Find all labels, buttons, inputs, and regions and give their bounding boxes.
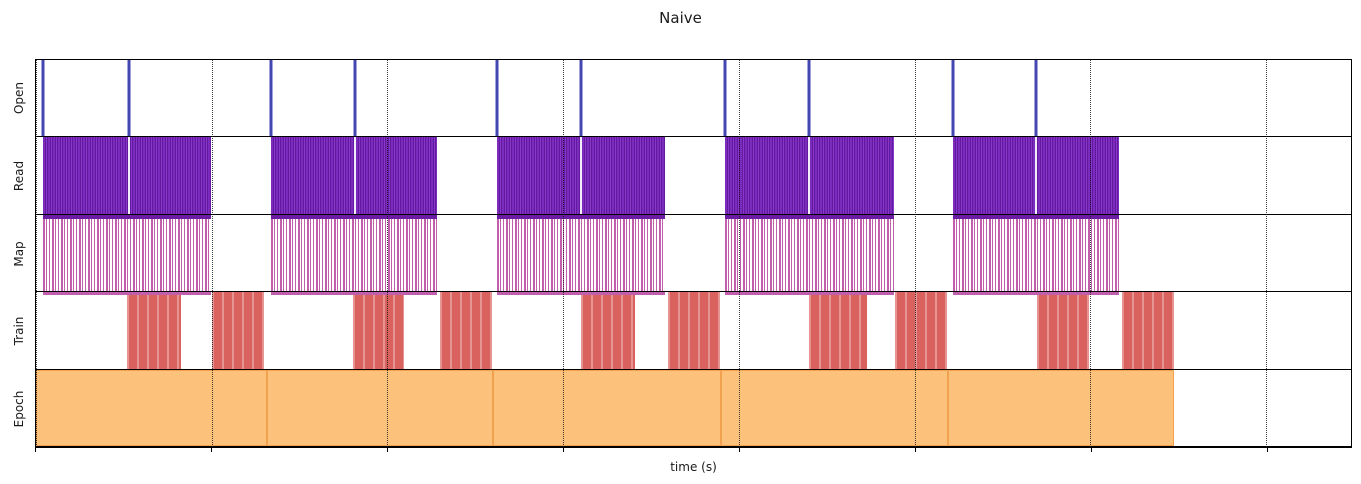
gridline <box>563 60 565 447</box>
open-event-bar <box>950 60 955 137</box>
train-block <box>126 292 181 369</box>
train-block <box>1122 292 1175 369</box>
read-gap-line <box>127 137 130 214</box>
x-axis-label: time (s) <box>670 460 717 474</box>
open-event-bar <box>40 60 45 137</box>
train-cap <box>497 292 666 296</box>
train-block <box>211 292 264 369</box>
open-event-bar <box>352 60 357 137</box>
x-tick <box>387 448 388 452</box>
map-block <box>952 214 1120 292</box>
gridline <box>1090 60 1092 447</box>
map-block <box>270 214 438 292</box>
train-block <box>352 292 405 369</box>
x-tick <box>1267 448 1268 452</box>
train-block <box>440 292 493 369</box>
x-tick <box>915 448 916 452</box>
open-event-bar <box>126 60 131 137</box>
open-event-bar <box>495 60 500 137</box>
plot-area <box>35 59 1352 448</box>
epoch-block <box>720 369 948 446</box>
open-event-bar <box>1034 60 1039 137</box>
train-block <box>1037 292 1090 369</box>
epoch-block <box>36 369 267 446</box>
train-cap <box>270 292 438 296</box>
train-block <box>668 292 720 369</box>
band-read <box>36 137 1351 215</box>
gridline <box>1266 60 1268 447</box>
train-cap <box>42 292 211 296</box>
x-tick <box>739 448 740 452</box>
open-event-bar <box>579 60 584 137</box>
read-gap-line <box>807 137 810 214</box>
train-block <box>808 292 867 369</box>
x-tick <box>211 448 212 452</box>
map-cap <box>497 214 666 219</box>
map-cap <box>42 214 211 219</box>
map-cap <box>952 214 1120 219</box>
read-gap-line <box>1035 137 1038 214</box>
epoch-block <box>493 369 721 446</box>
read-gap-line <box>353 137 356 214</box>
train-cap <box>952 292 1120 296</box>
map-cap <box>724 214 894 219</box>
read-gap-line <box>580 137 583 214</box>
map-block <box>497 214 666 292</box>
chart-title: Naive <box>659 9 702 27</box>
epoch-block <box>947 369 1175 446</box>
epoch-block <box>266 369 494 446</box>
x-tick <box>35 448 36 452</box>
gridline <box>36 60 37 447</box>
track-label-map: Map <box>12 240 26 267</box>
train-cap <box>724 292 894 296</box>
map-block <box>42 214 211 292</box>
track-label-epoch: Epoch <box>12 390 26 428</box>
train-block <box>894 292 947 369</box>
track-label-open: Open <box>12 81 26 114</box>
x-tick <box>563 448 564 452</box>
x-tick <box>1091 448 1092 452</box>
open-event-bar <box>722 60 727 137</box>
gridline <box>211 60 213 447</box>
track-label-read: Read <box>12 160 26 191</box>
band-map <box>36 214 1351 293</box>
gridline <box>738 60 740 447</box>
band-epoch <box>36 369 1351 447</box>
band-train <box>36 292 1351 370</box>
band-open <box>36 60 1351 138</box>
map-block <box>724 214 894 292</box>
train-block <box>581 292 636 369</box>
open-event-bar <box>806 60 811 137</box>
gridline <box>914 60 916 447</box>
map-cap <box>270 214 438 219</box>
read-block <box>42 137 211 214</box>
open-event-bar <box>268 60 273 137</box>
gridline <box>387 60 389 447</box>
track-label-train: Train <box>12 316 26 346</box>
